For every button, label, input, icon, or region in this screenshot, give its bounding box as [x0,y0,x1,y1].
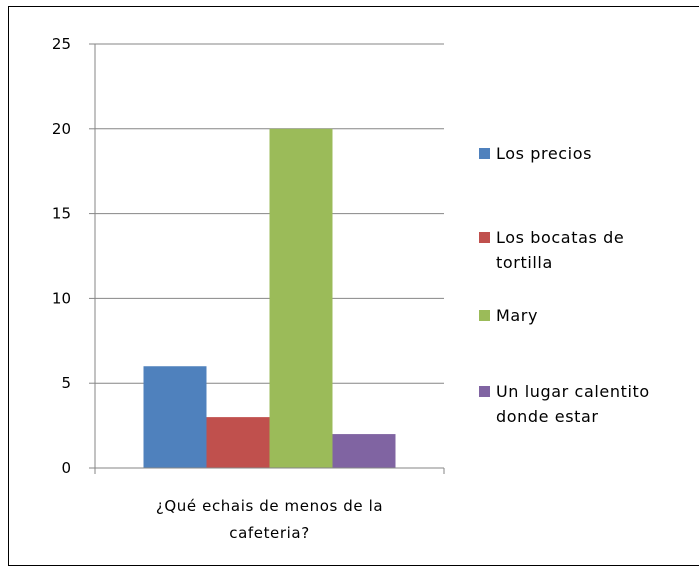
legend-label: tortilla [496,253,553,272]
y-tick-label: 5 [61,374,71,392]
category-label-line: ¿Qué echais de menos de la [156,497,383,515]
bar-1 [143,366,207,468]
legend-label: Mary [496,306,538,325]
bar-2 [206,417,270,468]
y-tick-label: 10 [52,289,71,307]
y-tick-label: 20 [52,120,71,138]
legend-swatch [479,148,490,159]
bars [143,128,396,469]
legend-swatch [479,386,490,397]
y-tick-label: 25 [52,35,71,53]
y-axis-ticks: 0 5 10 15 20 25 [52,35,95,477]
legend-label: Un lugar calentito [496,382,650,401]
chart-area: 0 5 10 15 20 25 ¿Qué echais de menos de la caf… [8,6,699,566]
legend-label: Los bocatas de [496,228,624,247]
y-tick-label: 15 [52,205,71,223]
bar-chart: 0 5 10 15 20 25 ¿Qué echais de menos de la caf… [52,35,650,542]
y-tick-label: 0 [61,459,71,477]
bar-3 [269,128,333,469]
legend-swatch [479,310,490,321]
axes [94,44,445,474]
legend-label: Los precios [496,144,592,163]
category-label-line: cafeteria? [229,524,310,542]
legend-swatch [479,232,490,243]
legend: Los precios Los bocatas de tortilla Mary Un … [479,144,650,426]
bar-4 [332,434,396,468]
legend-label: donde estar [496,407,599,426]
x-axis-category-label: ¿Qué echais de menos de la cafeteria? [156,497,383,542]
